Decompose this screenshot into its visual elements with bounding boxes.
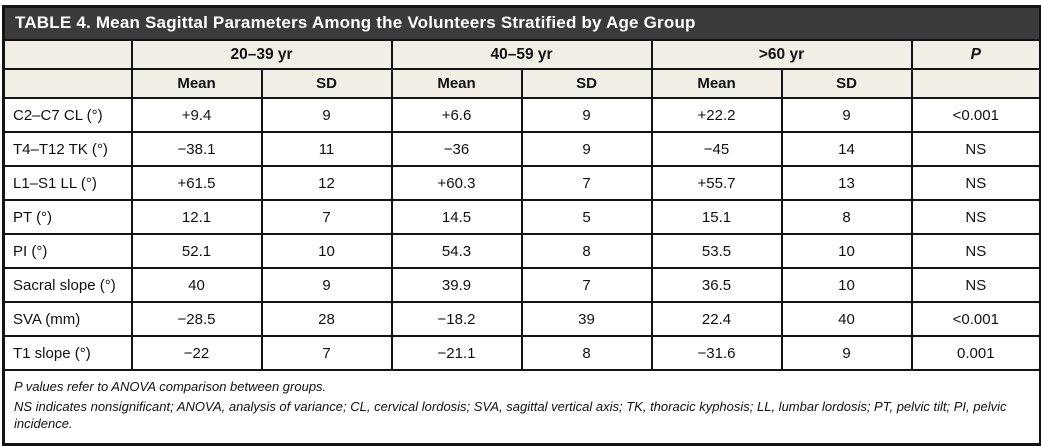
data-cell: 9: [260, 97, 393, 133]
data-cell: −22: [130, 335, 263, 371]
data-cell: 9: [520, 97, 653, 133]
data-cell: 15.1: [650, 199, 783, 235]
sd-header: SD: [520, 68, 653, 99]
data-cell: 12.1: [130, 199, 263, 235]
empty-corner-cell: [2, 68, 133, 99]
data-cell: 13: [780, 165, 913, 201]
data-cell: 10: [260, 233, 393, 269]
row-label: T1 slope (°): [2, 335, 133, 371]
data-cell: 7: [520, 165, 653, 201]
row-label: T4–T12 TK (°): [2, 131, 133, 167]
data-cell: +60.3: [390, 165, 523, 201]
group-header-20-39: 20–39 yr: [130, 39, 393, 70]
table-row: C2–C7 CL (°) +9.4 9 +6.6 9 +22.2 9 <0.001: [2, 97, 1041, 133]
mean-header: Mean: [650, 68, 783, 99]
footnote-area: P values refer to ANOVA comparison betwe…: [2, 369, 1041, 446]
data-cell: 7: [260, 335, 393, 371]
data-cell: +6.6: [390, 97, 523, 133]
data-cell: 7: [520, 267, 653, 303]
data-cell: 40: [780, 301, 913, 337]
p-value-header: P: [910, 39, 1041, 70]
sd-header: SD: [260, 68, 393, 99]
row-label: SVA (mm): [2, 301, 133, 337]
data-cell: <0.001: [910, 97, 1041, 133]
data-cell: +9.4: [130, 97, 263, 133]
table-row: T4–T12 TK (°) −38.1 11 −36 9 −45 14 NS: [2, 131, 1041, 167]
data-cell: −18.2: [390, 301, 523, 337]
sd-header: SD: [780, 68, 913, 99]
data-cell: 28: [260, 301, 393, 337]
data-cell: 9: [260, 267, 393, 303]
sagittal-parameters-table: TABLE 4. Mean Sagittal Parameters Among …: [2, 5, 1041, 446]
data-cell: −45: [650, 131, 783, 167]
data-cell: <0.001: [910, 301, 1041, 337]
data-cell: 54.3: [390, 233, 523, 269]
data-cell: 10: [780, 233, 913, 269]
data-cell: 8: [520, 335, 653, 371]
data-cell: 53.5: [650, 233, 783, 269]
data-cell: 9: [520, 131, 653, 167]
data-cell: NS: [910, 199, 1041, 235]
table-row: L1–S1 LL (°) +61.5 12 +60.3 7 +55.7 13 NS: [2, 165, 1041, 201]
table-row: SVA (mm) −28.5 28 −18.2 39 22.4 40 <0.001: [2, 301, 1041, 337]
data-cell: 39: [520, 301, 653, 337]
data-cell: +22.2: [650, 97, 783, 133]
data-cell: 10: [780, 267, 913, 303]
table-title-row: TABLE 4. Mean Sagittal Parameters Among …: [2, 5, 1041, 41]
data-cell: −21.1: [390, 335, 523, 371]
footnote-row: P values refer to ANOVA comparison betwe…: [2, 369, 1041, 446]
data-cell: 39.9: [390, 267, 523, 303]
row-label: C2–C7 CL (°): [2, 97, 133, 133]
data-cell: NS: [910, 165, 1041, 201]
data-cell: 9: [780, 335, 913, 371]
row-label: Sacral slope (°): [2, 267, 133, 303]
data-cell: 52.1: [130, 233, 263, 269]
data-cell: 7: [260, 199, 393, 235]
data-cell: 0.001: [910, 335, 1041, 371]
row-label: L1–S1 LL (°): [2, 165, 133, 201]
data-cell: 14.5: [390, 199, 523, 235]
age-group-header-row: 20–39 yr 40–59 yr >60 yr P: [2, 39, 1041, 70]
mean-header: Mean: [390, 68, 523, 99]
data-cell: 5: [520, 199, 653, 235]
table-row: T1 slope (°) −22 7 −21.1 8 −31.6 9 0.001: [2, 335, 1041, 371]
data-cell: 22.4: [650, 301, 783, 337]
table-title: TABLE 4. Mean Sagittal Parameters Among …: [2, 5, 1041, 41]
row-label: PT (°): [2, 199, 133, 235]
data-cell: −36: [390, 131, 523, 167]
data-cell: NS: [910, 131, 1041, 167]
row-label: PI (°): [2, 233, 133, 269]
table-body: C2–C7 CL (°) +9.4 9 +6.6 9 +22.2 9 <0.001 T4–T12…: [2, 97, 1041, 371]
data-cell: 9: [780, 97, 913, 133]
footnote-anova: P values refer to ANOVA comparison betwe…: [14, 379, 327, 394]
data-cell: 40: [130, 267, 263, 303]
mean-header: Mean: [130, 68, 263, 99]
table-row: PI (°) 52.1 10 54.3 8 53.5 10 NS: [2, 233, 1041, 269]
group-header-over-60: >60 yr: [650, 39, 913, 70]
data-cell: 8: [780, 199, 913, 235]
data-cell: NS: [910, 233, 1041, 269]
data-cell: 12: [260, 165, 393, 201]
data-cell: NS: [910, 267, 1041, 303]
data-cell: −28.5: [130, 301, 263, 337]
data-cell: −31.6: [650, 335, 783, 371]
table-row: Sacral slope (°) 40 9 39.9 7 36.5 10 NS: [2, 267, 1041, 303]
mean-sd-header-row: Mean SD Mean SD Mean SD: [2, 68, 1041, 99]
data-cell: 36.5: [650, 267, 783, 303]
empty-corner-cell: [2, 39, 133, 70]
data-cell: 8: [520, 233, 653, 269]
empty-p-subheader-cell: [910, 68, 1041, 99]
data-cell: −38.1: [130, 131, 263, 167]
data-cell: 14: [780, 131, 913, 167]
table-row: PT (°) 12.1 7 14.5 5 15.1 8 NS: [2, 199, 1041, 235]
footnote-abbreviations: NS indicates nonsignificant; ANOVA, anal…: [14, 399, 1007, 432]
group-header-40-59: 40–59 yr: [390, 39, 653, 70]
data-cell: +55.7: [650, 165, 783, 201]
data-cell: 11: [260, 131, 393, 167]
data-cell: +61.5: [130, 165, 263, 201]
